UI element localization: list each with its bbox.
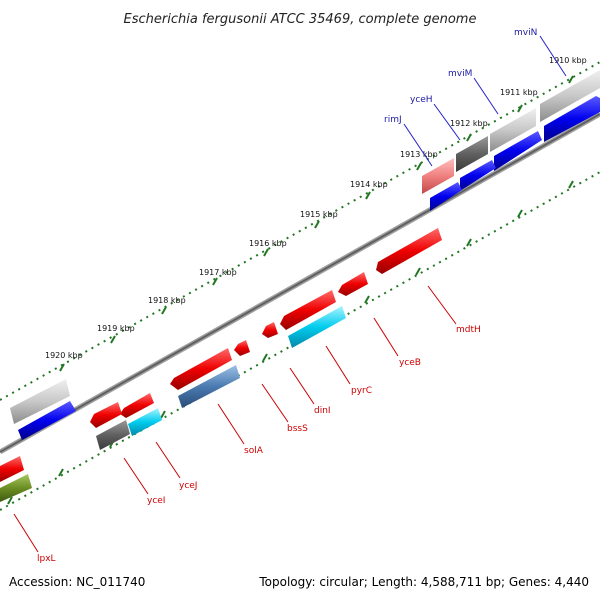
gene-label-reverse: mdtH — [456, 325, 481, 335]
tick-label: 1917 kbp — [199, 268, 237, 277]
tick-label: 1911 kbp — [500, 88, 538, 97]
gene-feature-dark-gray[interactable] — [456, 136, 488, 172]
tick-label: 1920 kbp — [45, 351, 83, 360]
gene-feature-olive[interactable] — [0, 474, 32, 502]
reverse-gene-labels: mdtH yceB pyrC dinI bssS solA yceJ yceI … — [37, 325, 481, 564]
tick-label: 1918 kbp — [148, 296, 186, 305]
gene-feature-blue[interactable] — [494, 131, 542, 171]
gene-label-reverse: lpxL — [37, 554, 56, 564]
gene-label-reverse: pyrC — [351, 386, 372, 396]
gene-feature-red[interactable] — [120, 393, 154, 418]
gene-feature-red[interactable] — [262, 322, 278, 338]
gene-feature-steel[interactable] — [178, 365, 240, 408]
gene-feature-red[interactable] — [90, 402, 122, 428]
accession-text: Accession: NC_011740 — [9, 575, 145, 589]
forward-label-leaders — [403, 35, 567, 167]
gene-feature-blue[interactable] — [430, 182, 462, 211]
tick-label: 1916 kbp — [249, 239, 287, 248]
tick-labels: 1910 kbp 1911 kbp 1912 kbp 1913 kbp 1914… — [45, 56, 587, 360]
map-title: Escherichia fergusonii ATCC 35469, compl… — [124, 12, 477, 27]
tick-label: 1910 kbp — [549, 56, 587, 65]
gene-label-forward: rimJ — [384, 115, 402, 125]
tick-label: 1914 kbp — [350, 180, 388, 189]
reverse-features — [0, 228, 442, 502]
gene-feature-cyan[interactable] — [288, 306, 346, 348]
gene-label-forward: yceH — [410, 95, 433, 105]
gene-label-forward: mviM — [448, 69, 472, 79]
gene-label-reverse: yceJ — [179, 481, 197, 491]
gene-feature-blue[interactable] — [460, 160, 496, 191]
tick-label: 1915 kbp — [300, 210, 338, 219]
gene-feature-blue[interactable] — [544, 96, 600, 142]
genome-summary-text: Topology: circular; Length: 4,588,711 bp… — [258, 575, 589, 589]
gene-feature-red[interactable] — [0, 456, 24, 482]
tick-label: 1913 kbp — [400, 150, 438, 159]
gene-label-reverse: yceB — [399, 358, 421, 368]
outer-tick-track — [0, 61, 600, 401]
reverse-label-leaders — [13, 285, 457, 553]
gene-feature-blue[interactable] — [18, 401, 76, 440]
gene-label-reverse: dinI — [314, 406, 331, 416]
tick-label: 1919 kbp — [97, 324, 135, 333]
forward-gene-labels: mviN mviM yceH rimJ — [384, 28, 537, 125]
gene-feature-red[interactable] — [234, 340, 250, 356]
gene-feature-pink[interactable] — [422, 158, 454, 194]
gene-feature-red[interactable] — [280, 290, 336, 330]
major-ticks — [59, 75, 574, 372]
gene-feature-dark-gray[interactable] — [96, 420, 130, 450]
gene-feature-red[interactable] — [170, 348, 232, 390]
gene-feature-gray[interactable] — [540, 70, 600, 122]
gene-feature-cyan[interactable] — [128, 408, 162, 436]
tick-label: 1912 kbp — [450, 119, 488, 128]
gene-label-reverse: yceI — [147, 496, 165, 506]
forward-features — [10, 70, 600, 440]
gene-feature-red[interactable] — [376, 228, 442, 274]
gene-label-reverse: solA — [244, 446, 264, 456]
gene-feature-gray[interactable] — [10, 379, 70, 424]
gene-feature-red[interactable] — [338, 272, 368, 296]
gene-label-reverse: bssS — [287, 424, 308, 434]
gene-label-forward: mviN — [514, 28, 537, 38]
gene-feature-gray[interactable] — [490, 108, 536, 152]
genome-backbone — [0, 111, 600, 455]
